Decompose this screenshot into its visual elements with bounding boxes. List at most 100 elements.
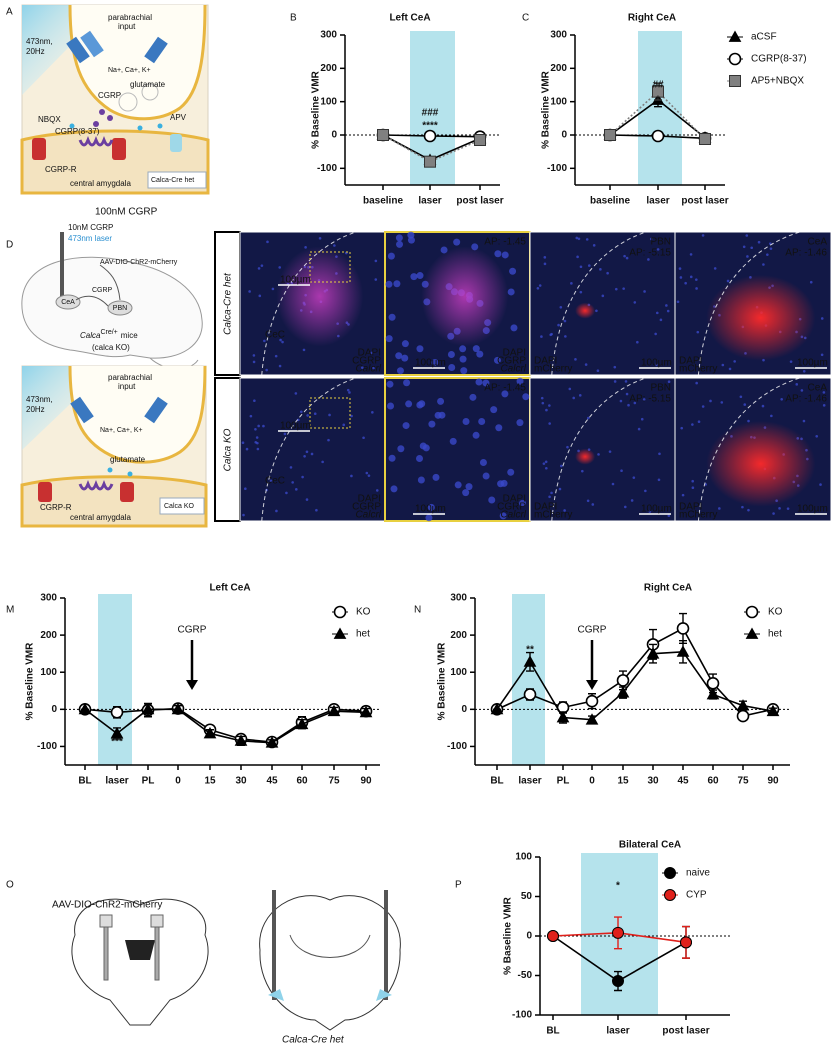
glutamate-dot <box>157 123 163 129</box>
data-point <box>699 133 711 145</box>
region-outline <box>551 231 647 376</box>
nucleus <box>269 479 273 483</box>
nucleus <box>619 399 623 403</box>
input-label: input <box>118 22 136 31</box>
significance: * <box>616 881 620 892</box>
nucleus <box>387 402 395 410</box>
data-point <box>612 926 624 939</box>
nucleus <box>397 445 405 453</box>
region-outline <box>697 231 800 376</box>
x-tick-label: 45 <box>677 776 689 787</box>
nucleus <box>540 335 543 338</box>
nucleus <box>260 264 264 267</box>
data-point <box>585 694 599 708</box>
chart-title: Right CeA <box>628 13 676 24</box>
nucleus <box>648 510 652 513</box>
nucleus <box>642 398 646 401</box>
nucleus <box>437 397 445 405</box>
data-point <box>523 655 537 667</box>
receptor-label: CGRP-R <box>45 165 77 174</box>
data-point <box>651 129 665 143</box>
channel <box>80 30 104 58</box>
region-outline <box>697 377 800 522</box>
x-tick-label: 75 <box>328 776 340 787</box>
nucleus <box>680 426 684 430</box>
nucleus <box>606 271 609 275</box>
nucleus <box>575 236 579 240</box>
cgrp-label: CGRP <box>92 287 113 294</box>
data-point <box>556 710 570 723</box>
stain-label: Calcrl <box>500 510 526 521</box>
x-tick-label: BL <box>546 1026 559 1037</box>
scale-label: 100µm <box>415 358 446 369</box>
mcherry-signal <box>575 448 596 465</box>
nucleus <box>568 387 572 391</box>
y-tick-label: 0 <box>561 130 567 141</box>
nucleus <box>536 286 540 290</box>
data-point <box>646 647 660 659</box>
nucleus <box>720 401 724 404</box>
data-point <box>474 134 486 146</box>
laser-shade <box>638 31 682 185</box>
stain-label: Calcrl <box>500 364 526 375</box>
nucleus <box>620 469 623 473</box>
nucleus <box>678 267 682 270</box>
nucleus <box>278 364 282 368</box>
nucleus <box>667 380 671 384</box>
nucleus <box>733 360 736 363</box>
x-tick-label: laser <box>105 776 128 787</box>
x-tick-label: post laser <box>662 1026 709 1037</box>
y-axis-label: % Baseline VMR <box>437 642 448 721</box>
panel-a-diagram: 473nm, 20Hz parabrachial input Na+, Ca+,… <box>20 4 210 218</box>
nucleus <box>548 422 551 425</box>
nucleus <box>726 279 730 283</box>
light-cone <box>268 989 284 1001</box>
stain-label: CGRP <box>497 502 526 513</box>
data-point <box>766 704 780 717</box>
x-tick-label: laser <box>518 776 541 787</box>
nucleus <box>592 244 596 247</box>
nucleus <box>595 309 598 313</box>
glutamate-dot <box>127 471 133 477</box>
nucleus <box>403 379 411 387</box>
stain-label: CGRP <box>352 356 381 367</box>
nucleus <box>597 453 600 456</box>
nucleus <box>747 508 750 512</box>
nucleus <box>548 495 551 499</box>
nucleus <box>434 411 442 419</box>
nucleus <box>770 414 773 418</box>
nucleus <box>416 454 424 462</box>
x-tick-label: 0 <box>175 776 181 787</box>
nucleus <box>636 340 639 344</box>
significance: *** <box>111 737 123 748</box>
nucleus <box>271 287 275 291</box>
syringe <box>99 914 113 928</box>
x-tick-label: post laser <box>681 196 728 207</box>
nucleus <box>522 393 530 401</box>
x-tick-label: BL <box>490 776 503 787</box>
injection <box>99 264 121 301</box>
nucleus <box>623 505 627 509</box>
nucleus <box>374 278 378 281</box>
data-point <box>585 713 599 725</box>
stain-label: DAPI <box>358 348 381 359</box>
nucleus <box>241 441 245 445</box>
y-tick-label: 300 <box>320 30 337 41</box>
nucleus <box>372 366 375 370</box>
fiber <box>384 890 388 1000</box>
nucleus <box>689 253 693 256</box>
x-tick-label: laser <box>418 196 441 207</box>
data-point <box>547 930 559 942</box>
nucleus <box>516 377 524 385</box>
stain-label: DAPI <box>503 494 526 505</box>
nucleus <box>462 417 470 425</box>
genotype-label: Calca KO <box>164 503 195 510</box>
nucleus <box>550 491 553 495</box>
nucleus <box>255 436 259 439</box>
scale-label: 100µm <box>797 504 828 515</box>
x-tick-label: 90 <box>767 776 779 787</box>
nucleus <box>375 489 379 492</box>
nucleus <box>387 252 395 260</box>
data-point <box>604 129 616 141</box>
nucleus <box>550 332 553 336</box>
